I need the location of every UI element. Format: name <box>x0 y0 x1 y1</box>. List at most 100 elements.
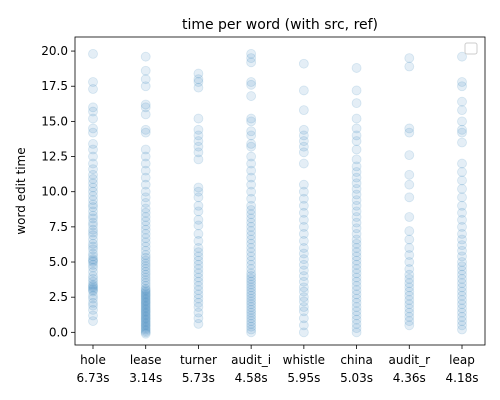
data-point-3-28 <box>246 238 257 249</box>
data-point-4-2 <box>298 313 309 324</box>
data-point-1-71 <box>140 74 151 85</box>
data-point-2-7 <box>193 285 204 296</box>
data-point-3-43 <box>246 158 257 169</box>
data-point-2-16 <box>193 247 204 258</box>
data-point-1-67 <box>140 109 151 120</box>
data-point-0-54 <box>88 102 98 113</box>
data-point-6-9 <box>404 282 415 293</box>
data-point-0-10 <box>88 282 98 293</box>
data-point-4-7 <box>298 286 309 297</box>
data-point-7-16 <box>457 257 467 267</box>
data-point-4-11 <box>298 265 309 276</box>
data-point-1-43 <box>140 252 151 263</box>
x-axis: hole 6.73s lease 3.14s turner 5.73s audit_i 4.5… <box>77 345 478 385</box>
data-point-0-38 <box>88 195 98 206</box>
data-point-3-2 <box>246 321 257 332</box>
data-point-2-4 <box>193 297 204 308</box>
data-point-1-7 <box>140 319 151 329</box>
data-point-3-41 <box>246 172 257 183</box>
data-point-2-15 <box>193 251 204 262</box>
data-point-2-27 <box>193 154 204 165</box>
data-point-7-12 <box>457 273 467 284</box>
data-point-1-73 <box>140 51 151 62</box>
data-point-2-28 <box>193 147 204 158</box>
x-tick-label-mean: 4.36s <box>393 371 426 385</box>
data-point-2-5 <box>193 293 204 304</box>
data-point-7-27 <box>457 183 467 194</box>
data-point-0-21 <box>88 254 98 265</box>
data-point-1-8 <box>140 317 151 328</box>
data-point-7-32 <box>457 127 467 138</box>
data-point-0-49 <box>88 138 98 149</box>
data-point-0-43 <box>88 174 98 184</box>
data-point-4-30 <box>298 124 309 135</box>
legend-box <box>464 42 478 55</box>
data-point-5-10 <box>351 285 362 296</box>
data-point-3-40 <box>246 179 257 190</box>
y-axis-label: word edit time <box>14 147 28 234</box>
data-point-0-40 <box>88 186 98 197</box>
data-point-4-28 <box>298 136 309 146</box>
data-point-1-53 <box>140 212 151 222</box>
data-point-0-35 <box>88 206 98 217</box>
data-point-7-19 <box>457 240 467 251</box>
data-point-0-51 <box>88 123 98 134</box>
data-point-3-14 <box>246 288 257 298</box>
data-point-1-9 <box>140 316 151 326</box>
data-point-0-37 <box>88 199 98 210</box>
x-tick-label-name: audit_i <box>231 353 271 367</box>
data-point-3-17 <box>246 279 257 290</box>
data-point-2-11 <box>193 268 204 279</box>
data-point-0-1 <box>88 310 98 321</box>
data-point-0-8 <box>88 285 98 296</box>
data-point-0-41 <box>88 182 98 193</box>
data-point-4-0 <box>298 327 309 338</box>
data-point-4-14 <box>298 248 309 259</box>
data-point-3-4 <box>246 316 257 326</box>
data-point-3-34 <box>246 213 257 224</box>
x-tick-label-name: whistle <box>283 353 325 367</box>
x-tick-label-name: audit_r <box>389 353 431 367</box>
data-point-7-0 <box>457 324 467 335</box>
data-point-1-59 <box>140 179 151 190</box>
data-point-3-42 <box>246 165 257 176</box>
data-point-5-7 <box>351 297 362 308</box>
data-point-5-32 <box>351 178 362 189</box>
data-point-5-11 <box>351 281 362 291</box>
data-point-3-52 <box>246 79 257 90</box>
data-point-4-1 <box>298 320 309 331</box>
data-point-7-38 <box>457 77 467 87</box>
data-point-2-6 <box>193 289 204 300</box>
data-point-1-21 <box>140 299 151 310</box>
data-point-6-20 <box>404 192 415 203</box>
data-point-1-40 <box>140 261 151 272</box>
data-point-4-17 <box>298 228 309 239</box>
data-point-3-53 <box>246 77 257 87</box>
y-tick-label: 5.0 <box>49 255 68 269</box>
data-point-1-0 <box>140 328 151 339</box>
data-point-1-41 <box>140 258 151 269</box>
data-point-0-24 <box>88 244 98 255</box>
data-point-1-45 <box>140 245 151 256</box>
data-point-0-2 <box>88 304 98 315</box>
data-point-1-50 <box>140 224 151 235</box>
data-point-6-1 <box>404 316 415 326</box>
data-point-2-31 <box>193 130 204 141</box>
data-point-7-35 <box>457 105 467 116</box>
data-point-1-42 <box>140 255 151 266</box>
data-point-4-6 <box>298 292 309 303</box>
data-point-1-10 <box>140 314 151 325</box>
data-point-5-8 <box>351 293 362 304</box>
data-point-4-27 <box>298 141 309 152</box>
data-point-6-25 <box>404 123 415 134</box>
data-point-1-44 <box>140 250 151 260</box>
data-point-7-4 <box>457 307 467 318</box>
data-point-6-2 <box>404 311 415 322</box>
data-point-3-11 <box>246 296 257 307</box>
data-point-5-35 <box>351 161 362 172</box>
data-point-4-21 <box>298 200 309 211</box>
data-point-0-48 <box>88 144 98 155</box>
data-point-2-12 <box>193 264 204 274</box>
data-point-2-32 <box>193 124 204 135</box>
data-point-5-2 <box>351 319 362 329</box>
